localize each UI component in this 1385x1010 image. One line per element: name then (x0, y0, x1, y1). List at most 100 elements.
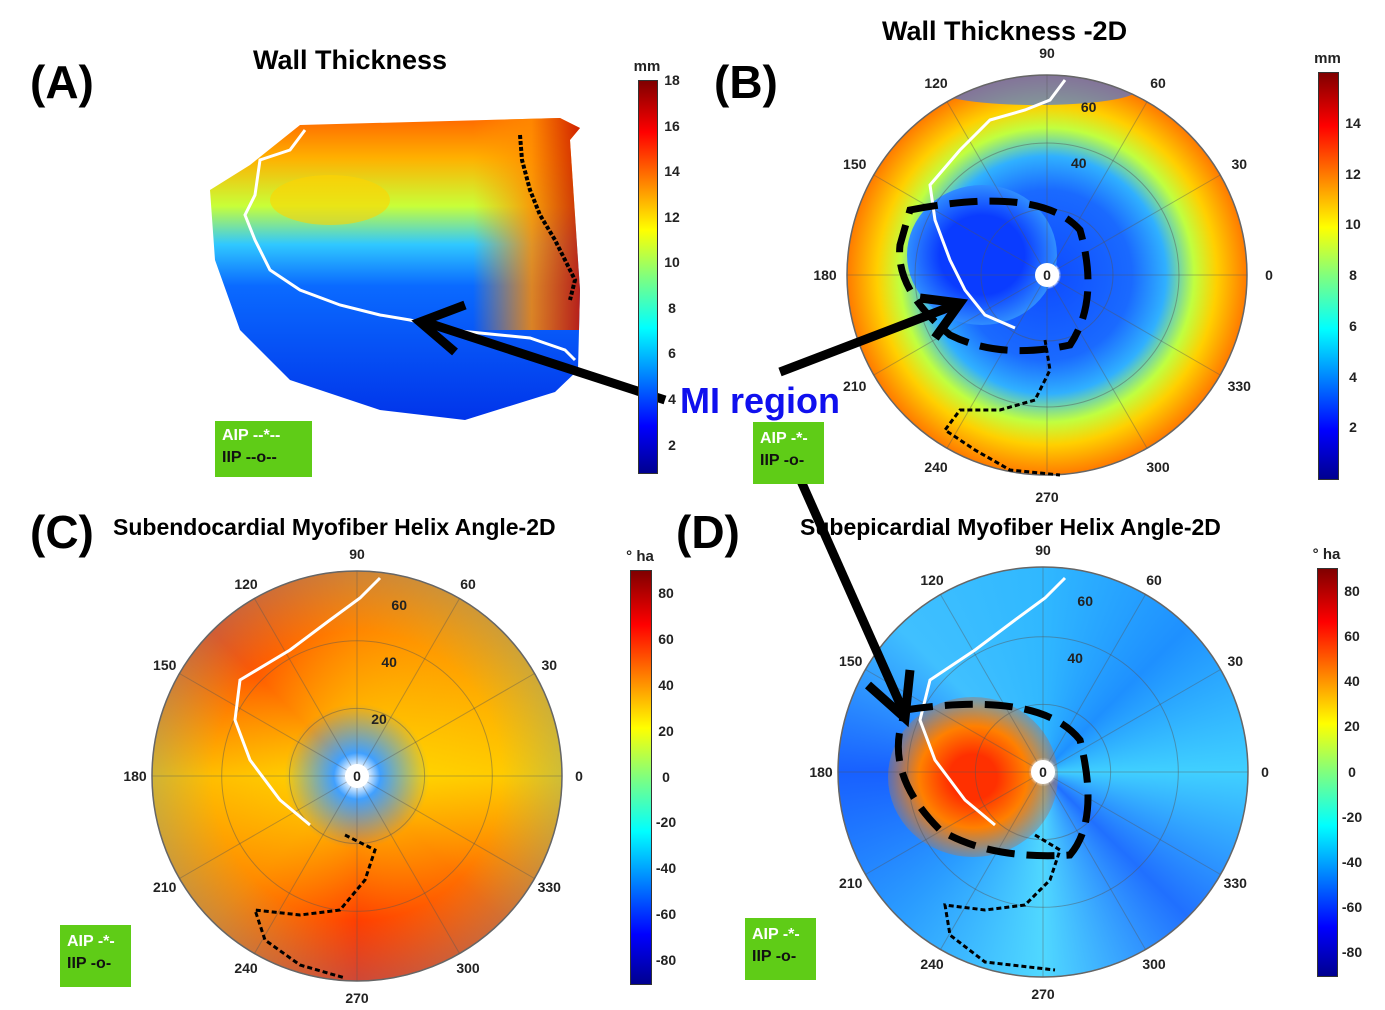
title-d: Subepicardial Myofiber Helix Angle-2D (800, 514, 1221, 540)
colorbar-tick-label: 40 (1344, 673, 1360, 690)
legend-iip: IIP -o- (752, 948, 797, 965)
panel-label-d: (D) (676, 506, 740, 558)
legend-aip: AIP -*- (67, 933, 115, 950)
angle-tick-label: 180 (813, 267, 837, 283)
title-a: Wall Thickness (253, 45, 448, 75)
colorbar-tick-label: -60 (655, 906, 677, 923)
angle-tick-label: 30 (541, 657, 558, 673)
colorbar-tick-label: 10 (664, 254, 680, 271)
radial-tick-label: 20 (371, 710, 387, 727)
panel-label-a: (A) (30, 56, 94, 108)
angle-tick-label: 210 (839, 875, 863, 891)
colorbar-tick-label: -40 (655, 860, 677, 877)
colorbar-tick-label: 2 (1349, 419, 1357, 436)
colorbar-tick-label: 80 (1344, 582, 1360, 599)
colorbar-tick-label: 80 (658, 584, 674, 601)
angle-tick-label: 150 (843, 156, 867, 172)
title-c: Subendocardial Myofiber Helix Angle-2D (113, 514, 556, 540)
angle-tick-label: 60 (1150, 74, 1166, 91)
radial-tick-label: 60 (391, 596, 407, 613)
angle-tick-label: 90 (1035, 542, 1051, 558)
angle-tick-label: 30 (1231, 156, 1248, 172)
angle-tick-label: 0 (575, 768, 583, 784)
colorbar-tick-label: -80 (655, 952, 677, 969)
colorbar-unit-label: ° ha (1312, 546, 1341, 563)
angle-tick-label: 300 (1142, 956, 1166, 973)
panel-label-b: (B) (714, 56, 778, 108)
radial-tick-label: 0 (1043, 267, 1051, 283)
angle-tick-label: 150 (153, 657, 177, 673)
colorbar-tick-label: 8 (668, 299, 676, 316)
colorbar-tick-label: 18 (664, 72, 680, 88)
angle-tick-label: 210 (153, 879, 177, 895)
radial-tick-label: 40 (1067, 649, 1083, 666)
angle-tick-label: 0 (1265, 267, 1273, 283)
angle-tick-label: 150 (839, 653, 863, 669)
angle-tick-label: 270 (1031, 986, 1055, 1002)
colorbar-tick-label: -20 (1341, 808, 1363, 825)
colorbar-1 (1318, 72, 1339, 480)
title-b: Wall Thickness -2D (882, 16, 1128, 46)
angle-tick-label: 330 (537, 879, 561, 895)
colorbar-tick-label: 40 (658, 676, 674, 693)
colorbar-unit-label: ° ha (626, 548, 654, 565)
legend-iip: IIP -o- (760, 452, 805, 469)
colorbar-tick-label: 0 (1348, 763, 1356, 780)
colorbar-tick-label: 10 (1345, 216, 1361, 233)
angle-tick-label: 120 (920, 571, 944, 588)
angle-tick-label: 330 (1223, 875, 1247, 891)
angle-tick-label: 120 (924, 74, 948, 91)
angle-tick-label: 240 (920, 956, 944, 973)
radial-tick-label: 40 (381, 653, 397, 670)
angle-tick-label: 300 (1146, 459, 1170, 476)
angle-tick-label: 90 (1039, 45, 1055, 61)
legend-c: AIP -*- IIP -o- (60, 925, 131, 987)
angle-tick-label: 300 (456, 960, 480, 977)
colorbar-tick-label: -40 (1341, 853, 1363, 870)
angle-tick-label: 210 (843, 378, 867, 394)
angle-tick-label: 240 (234, 960, 258, 977)
legend-d: AIP -*- IIP -o- (745, 918, 816, 980)
colorbar-tick-label: 14 (664, 163, 680, 180)
aip-trace-a (243, 129, 577, 362)
radial-tick-label: 0 (353, 768, 361, 784)
colorbar-tick-label: 20 (658, 722, 674, 739)
colorbar-tick-label: 6 (1349, 317, 1357, 334)
colorbar-tick-label: 0 (662, 768, 670, 785)
panel-label-c: (C) (30, 506, 94, 558)
colorbar-tick-label: 16 (664, 117, 680, 134)
angle-tick-label: 60 (460, 575, 476, 592)
legend-iip: IIP --o-- (222, 449, 277, 466)
colorbar-tick-label: 4 (1349, 368, 1357, 385)
radial-tick-label: 40 (1070, 154, 1087, 171)
colorbar-tick-label: 2 (668, 436, 676, 453)
radial-tick-label: 0 (1039, 764, 1047, 780)
angle-tick-label: 270 (1035, 489, 1059, 505)
angle-tick-label: 270 (345, 990, 369, 1006)
colorbar-tick-label: -20 (655, 814, 677, 831)
colorbar-0 (638, 80, 658, 474)
colorbar-tick-label: 12 (1345, 165, 1361, 182)
angle-tick-label: 330 (1227, 378, 1251, 394)
colorbar-tick-label: 60 (658, 630, 674, 647)
legend-a: AIP --*-- IIP --o-- (215, 421, 312, 477)
angle-tick-label: 240 (924, 459, 948, 476)
angle-tick-label: 120 (234, 575, 258, 592)
colorbar-3 (1317, 568, 1338, 977)
colorbar-unit-label: mm (633, 58, 661, 75)
colorbar-2 (630, 570, 652, 985)
legend-aip: AIP --*-- (222, 427, 281, 444)
angle-tick-label: 60 (1146, 571, 1162, 588)
colorbar-unit-label: mm (1314, 50, 1341, 67)
mi-region-label: MI region (680, 380, 840, 421)
arrow-to-panel-a (411, 300, 667, 405)
colorbar-tick-label: 60 (1344, 627, 1360, 644)
colorbar-tick-label: 20 (1344, 718, 1360, 735)
angle-tick-label: 30 (1227, 653, 1244, 669)
legend-aip: AIP -*- (760, 430, 808, 447)
legend-iip: IIP -o- (67, 955, 112, 972)
colorbar-tick-label: 4 (668, 391, 676, 408)
colorbar-tick-label: -80 (1341, 944, 1363, 961)
iip-trace-a (518, 134, 578, 301)
colorbar-tick-label: 12 (664, 208, 680, 225)
